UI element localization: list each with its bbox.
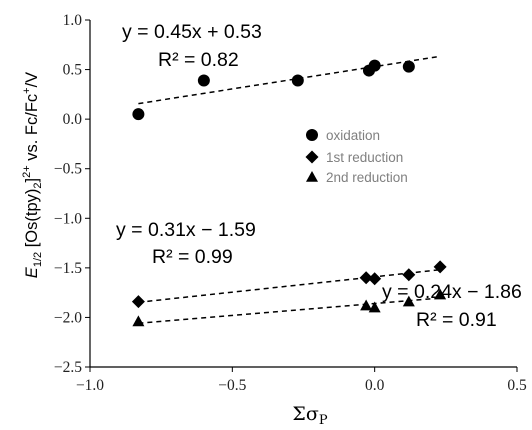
data-point-circle [402,60,415,73]
fit-equation: y = 0.45x + 0.53 [122,21,262,43]
fit-equation: y = 0.31x − 1.59 [116,219,256,241]
data-point-diamond [359,271,373,285]
y-axis-label-sup2: + [21,87,33,93]
y-tick-label: −0.5 [54,161,82,178]
y-tick-label: −1.5 [54,260,82,277]
data-point-triangle [434,288,447,300]
fit-line-diamond [138,268,441,304]
fit-r-squared: R² = 0.91 [416,309,497,331]
legend-label: oxidation [326,128,380,143]
legend: oxidation 1st reduction 2nd reduction [305,128,408,185]
data-point-diamond [131,295,145,309]
x-axis-label-sub: P [319,413,328,428]
legend-marker-circle [306,129,318,141]
fit-r-squared: R² = 0.99 [152,246,233,268]
fit-equation: y = 0.24x − 1.86 [382,281,522,303]
axes: 1.00.50.0−0.5−1.0−1.5−2.0−2.5−1.0 −0.5 0.0… [54,12,527,394]
data-point-circle [197,74,210,87]
y-axis-label-part3: vs. Fc/Fc [23,94,41,166]
legend-marker-triangle [306,171,318,182]
data-point-diamond [402,268,416,282]
y-tick-label: −2.5 [54,359,82,376]
legend-label: 2nd reduction [326,170,408,185]
y-axis-label-sup1: 2+ [21,165,33,178]
data-point-diamond [368,272,382,286]
data-point-triangle [402,295,415,307]
x-tick-label: 0.0 [365,377,385,394]
y-tick-label: 0.0 [63,111,83,128]
x-tick-label: −1.0 [76,377,104,394]
y-tick-label: −2.0 [54,309,82,326]
data-point-circle [291,74,304,87]
legend-marker-diamond [305,150,319,164]
legend-label: 1st reduction [326,150,403,165]
data-point-triangle [360,299,373,311]
y-tick-label: 1.0 [63,12,83,29]
y-axis-label-part1: [Os(tpy) [23,189,41,252]
x-axis-label: ΣσP [292,403,327,428]
data-points [131,59,447,327]
fit-line-triangle [138,297,441,325]
data-point-circle [132,108,145,121]
fit-r-squared: R² = 0.82 [158,49,239,71]
y-tick-label: −1.0 [54,210,82,227]
y-axis-label-sub1: 1/2 [32,252,44,267]
fit-lines [138,55,441,325]
data-point-circle [368,59,381,72]
data-point-diamond [433,260,447,274]
y-axis-label-part2: ] [23,178,41,183]
fit-equations: y = 0.45x + 0.53 R² = 0.82 y = 0.31x − 1.5… [116,21,522,331]
y-tick-label: 0.5 [63,62,83,79]
x-tick-label: −0.5 [218,377,246,394]
fit-line-circle [138,55,441,105]
y-axis-label: E1/2 [Os(tpy)2]2+ vs. Fc/Fc+/V [21,72,44,278]
data-point-triangle [132,315,145,327]
x-axis-label-sigma: Σσ [292,403,318,425]
data-point-triangle [368,301,381,313]
y-axis-label-E: E [23,266,41,278]
y-axis-label-part4: /V [23,72,41,88]
y-axis-label-sub2: 2 [32,182,44,188]
x-tick-label: 0.5 [507,377,527,394]
